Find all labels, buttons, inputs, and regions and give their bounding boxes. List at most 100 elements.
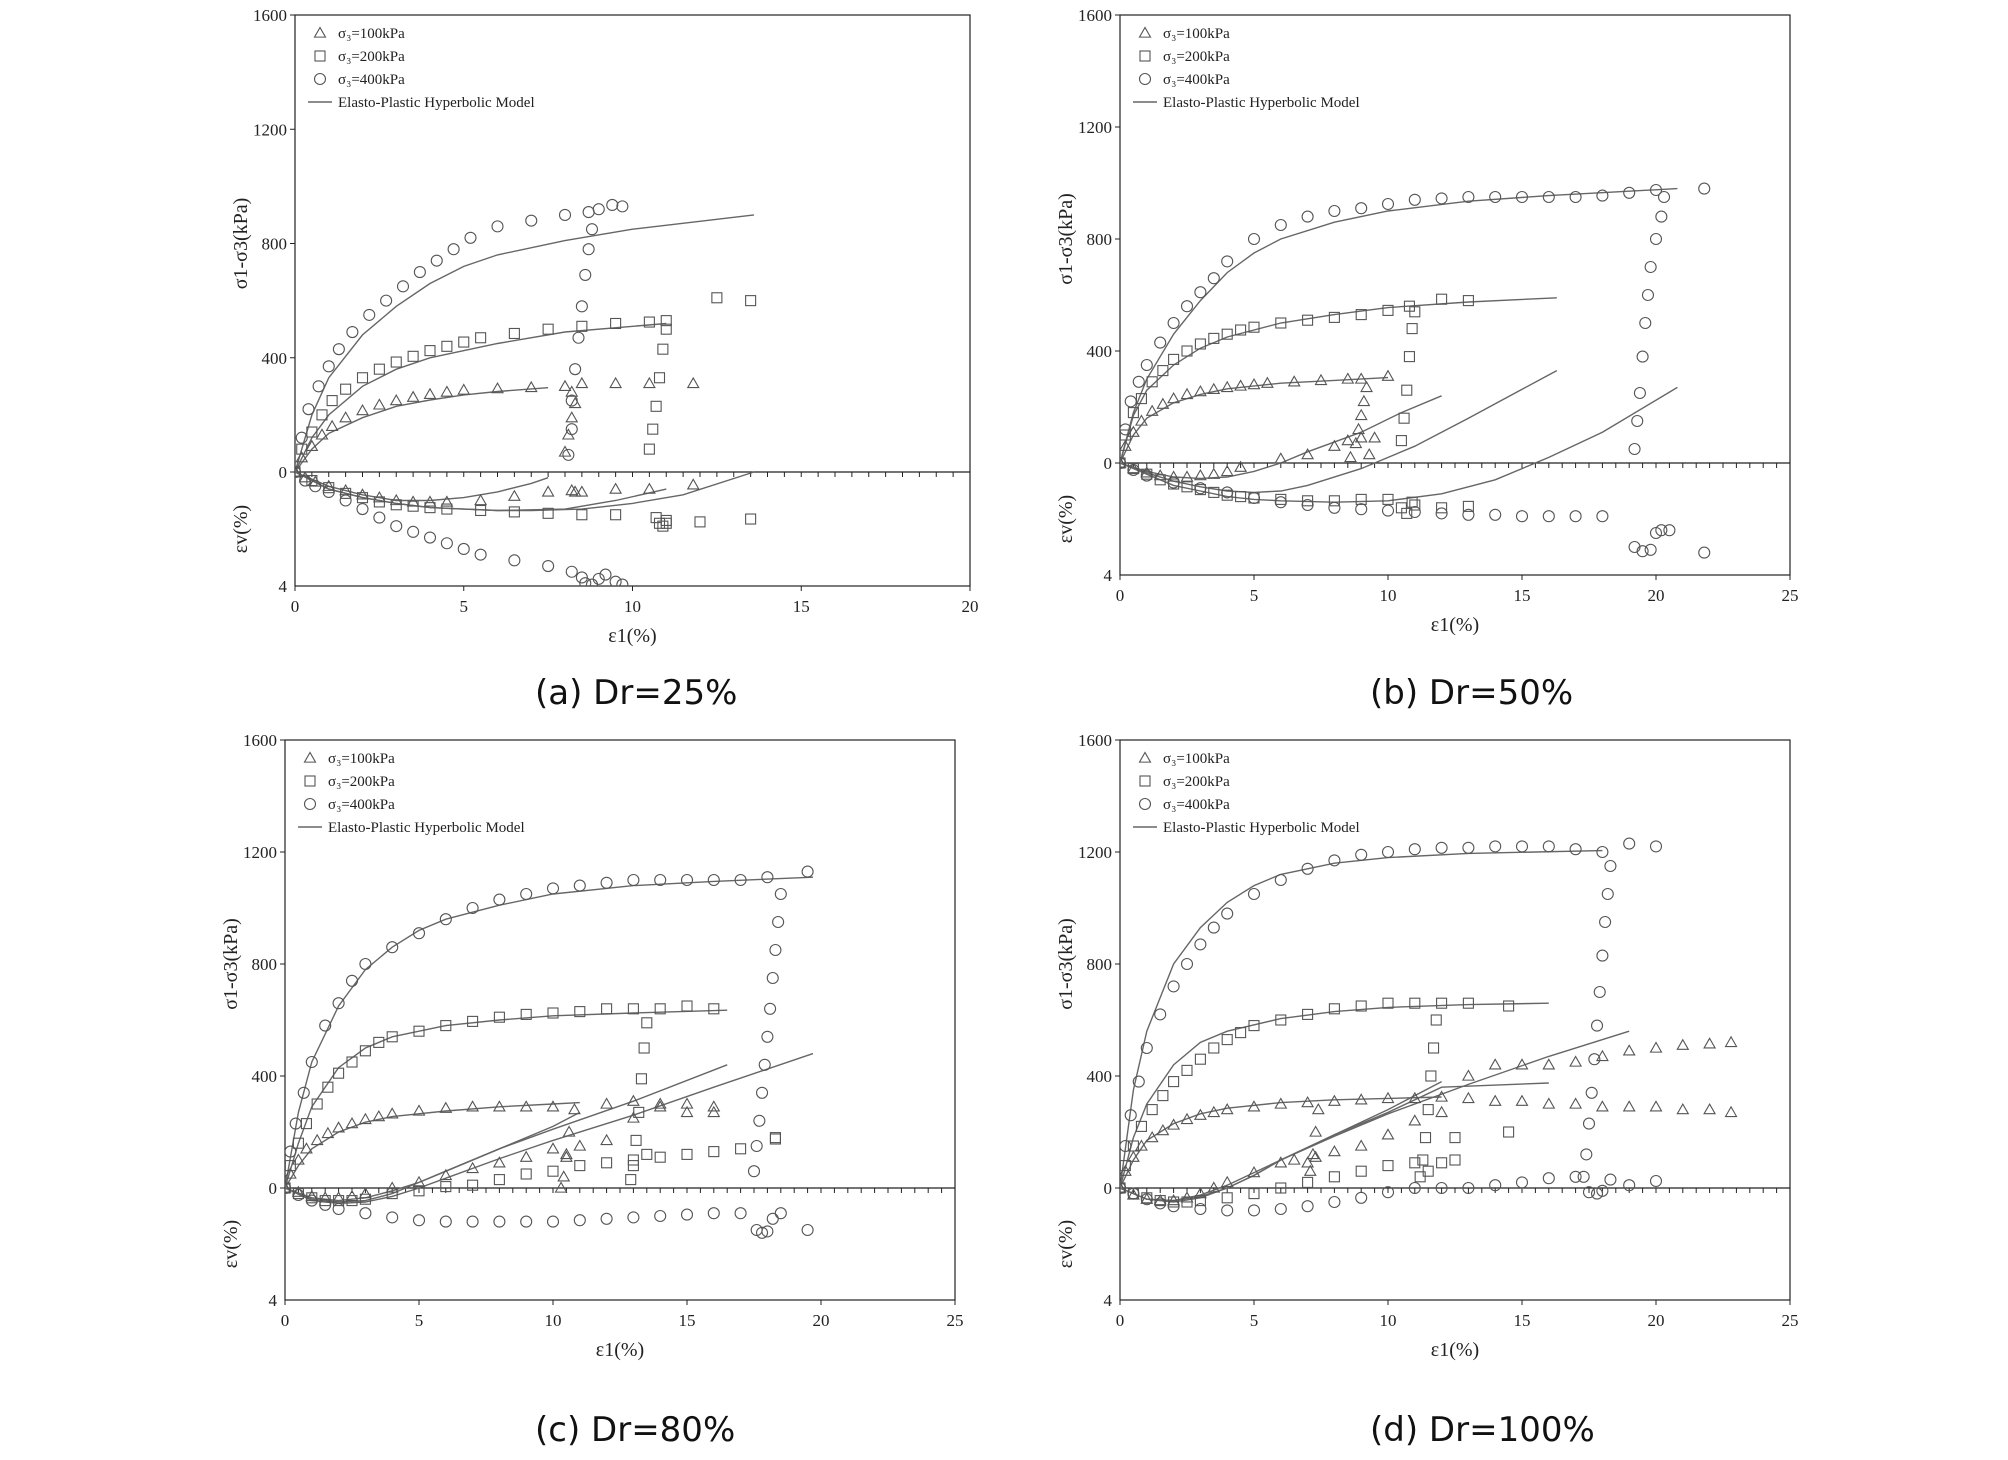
data-point-triangle	[412, 1104, 426, 1116]
data-point-square	[1235, 324, 1247, 336]
data-point-circle	[1274, 218, 1287, 232]
x-axis-label: ε1(%)	[596, 1339, 644, 1361]
data-point-square	[1221, 1034, 1233, 1046]
data-point-circle	[1515, 510, 1529, 523]
data-point-triangle	[1569, 1097, 1583, 1109]
data-point-square	[1355, 1000, 1367, 1012]
chart-svg-a: 0 5 10 15 20 0 400 800 1200 1600 4 σ1-σ3(kPa) εv(%) ε…	[230, 6, 979, 647]
data-point-triangle	[1408, 1114, 1422, 1126]
data-point-circle	[1698, 182, 1711, 195]
data-point-triangle	[1260, 376, 1274, 388]
data-point-circle	[319, 1198, 332, 1211]
data-point-circle	[592, 203, 605, 216]
data-point-square	[1221, 1192, 1233, 1204]
data-point-circle	[493, 1215, 506, 1228]
data-point-square	[638, 1042, 650, 1054]
y-tick-label: 400	[252, 1067, 278, 1086]
data-point-circle	[627, 1211, 640, 1224]
data-point-triangle	[305, 439, 319, 451]
data-point-circle	[579, 577, 592, 586]
data-point-triangle	[291, 1153, 305, 1165]
data-point-triangle	[1542, 1058, 1556, 1070]
data-point-circle	[1221, 255, 1234, 268]
data-point-triangle	[1341, 433, 1355, 446]
data-point-triangle	[1327, 1094, 1341, 1106]
data-point-square	[1436, 997, 1448, 1009]
data-point-triangle	[466, 1100, 480, 1112]
data-point-circle	[407, 525, 420, 538]
data-point-square	[1430, 1014, 1442, 1026]
x-tick-label: 20	[962, 597, 979, 616]
data-point-circle	[1127, 463, 1140, 477]
data-point-triangle	[653, 1100, 667, 1112]
data-point-circle	[575, 300, 588, 313]
legend-label: σ₃=400kPa	[328, 797, 395, 813]
data-point-circle	[1655, 524, 1668, 537]
data-point-triangle	[474, 493, 488, 506]
data-point-square	[650, 400, 662, 412]
chart-svg-b: 0 5 10 15 20 25 0 400 800 1200 1600 4 σ1-σ3(kPa) εv(%…	[1055, 6, 1799, 636]
data-point-triangle	[1649, 1041, 1663, 1053]
data-point-square	[547, 1165, 559, 1177]
data-point-circle	[1207, 921, 1220, 934]
data-point-circle	[1489, 508, 1502, 521]
data-point-triangle	[575, 376, 589, 389]
data-point-circle	[1435, 192, 1448, 205]
data-point-triangle	[1301, 447, 1315, 460]
x-tick-label: 0	[1116, 1311, 1125, 1330]
data-point-triangle	[1126, 1150, 1140, 1162]
data-point-triangle	[1207, 1105, 1221, 1118]
data-point-circle	[585, 223, 599, 236]
data-point-circle	[1623, 186, 1636, 199]
data-point-circle	[1140, 469, 1153, 482]
data-point-square	[322, 1081, 334, 1093]
data-point-circle	[1462, 1181, 1475, 1195]
data-point-square	[407, 350, 419, 362]
data-point-circle	[1355, 1191, 1368, 1204]
data-point-square	[292, 1137, 304, 1149]
data-point-circle	[457, 542, 470, 556]
data-point-triangle	[1220, 1175, 1234, 1188]
data-point-square	[441, 340, 453, 352]
model-curve-deviator	[285, 1101, 580, 1189]
data-point-square	[1302, 1176, 1314, 1188]
data-point-circle	[1698, 546, 1711, 559]
data-point-circle	[1221, 486, 1234, 499]
data-point-circle	[572, 331, 585, 344]
data-point-triangle	[1156, 1123, 1170, 1136]
data-point-triangle	[285, 1167, 297, 1179]
data-point-circle	[565, 565, 578, 578]
x-tick-label: 5	[415, 1311, 424, 1330]
data-point-circle	[386, 941, 399, 954]
data-point-square	[1414, 1171, 1426, 1183]
data-point-circle	[1127, 1187, 1140, 1200]
data-point-triangle	[1354, 408, 1368, 421]
data-point-circle	[562, 448, 575, 461]
data-point-circle	[772, 915, 785, 929]
data-point-circle	[1585, 1086, 1598, 1099]
x-tick-label: 15	[679, 1311, 696, 1330]
data-point-square	[542, 323, 554, 335]
legend-label: Elasto-Plastic Hyperbolic Model	[328, 820, 525, 836]
data-point-circle	[1636, 350, 1649, 363]
data-point-circle	[761, 1225, 774, 1238]
data-point-triangle	[1354, 1139, 1368, 1151]
data-point-triangle	[310, 1133, 324, 1146]
data-point-square	[1406, 323, 1418, 335]
y-tick-label: 400	[1087, 1067, 1113, 1086]
data-markers-b	[1120, 182, 1711, 559]
data-point-circle	[1247, 491, 1261, 505]
data-point-triangle	[707, 1100, 721, 1112]
data-point-circle	[474, 548, 487, 561]
data-point-circle	[447, 243, 460, 256]
data-point-triangle	[1703, 1037, 1717, 1049]
data-point-triangle	[1287, 1153, 1301, 1165]
x-tick-label: 20	[813, 1311, 830, 1330]
data-point-triangle	[358, 1186, 372, 1199]
y-axis-label-deviator: σ1-σ3(kPa)	[230, 198, 252, 290]
data-point-square	[413, 1025, 425, 1037]
data-point-triangle	[1362, 447, 1376, 460]
data-point-circle	[1515, 1176, 1529, 1189]
data-point-circle	[345, 974, 359, 987]
data-point-triangle	[1247, 1165, 1261, 1178]
